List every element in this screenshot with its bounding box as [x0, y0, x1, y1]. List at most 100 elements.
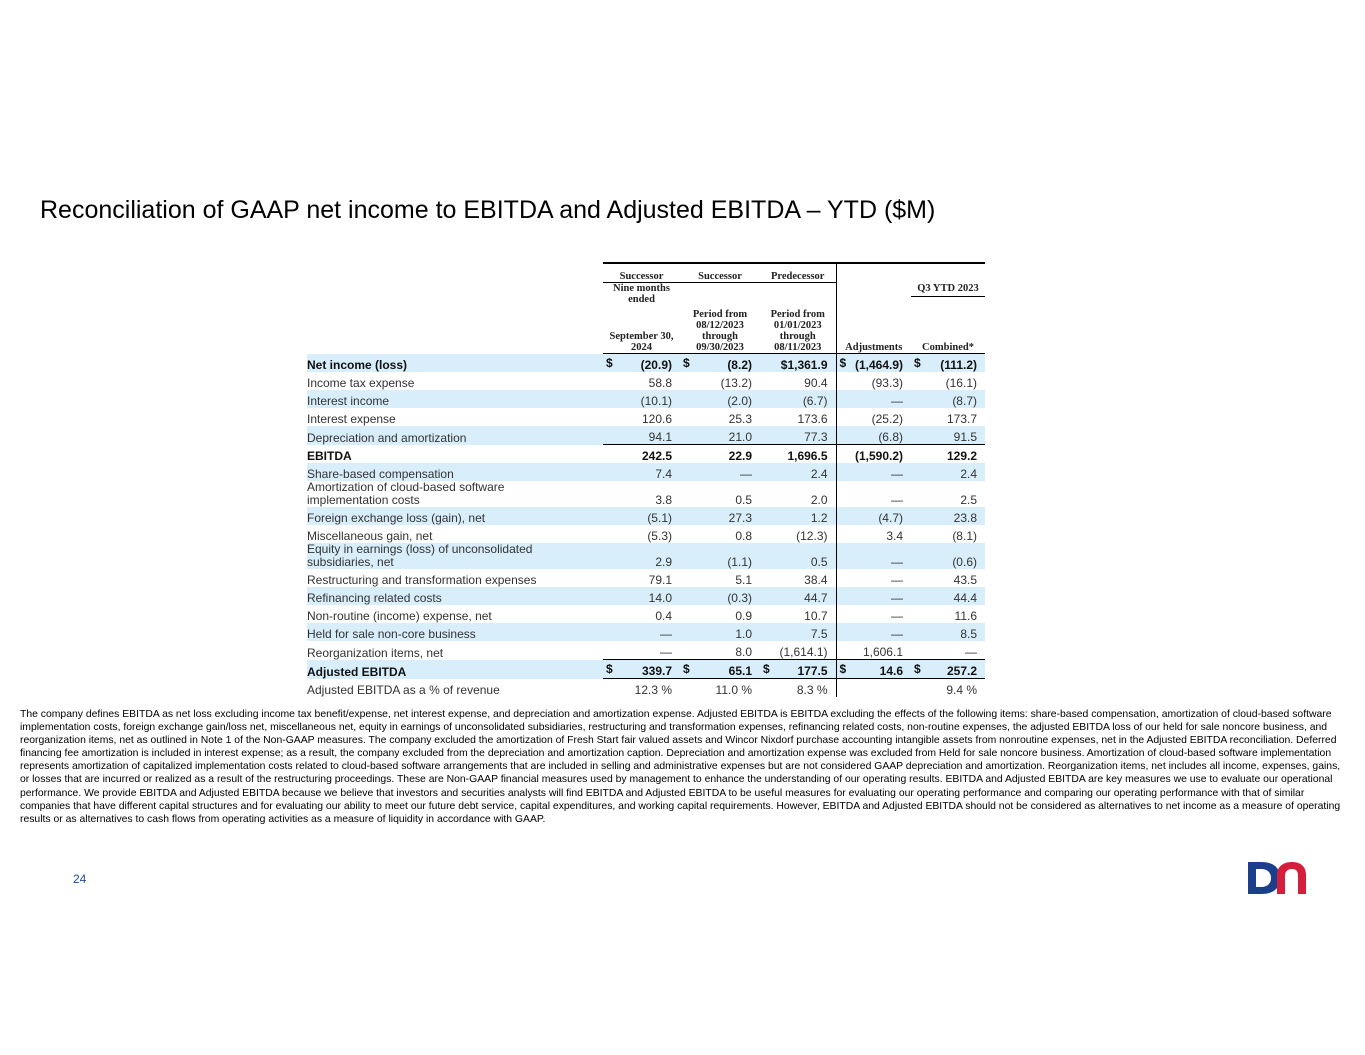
footnote: The company defines EBITDA as net loss e… — [20, 709, 1341, 825]
value-cell: (5.1) — [603, 507, 680, 525]
cell-value: 10.7 — [804, 609, 828, 623]
cell-value: (0.6) — [952, 555, 977, 569]
cell-value: 0.8 — [735, 529, 752, 543]
currency-sign: $ — [839, 356, 847, 370]
currency-sign: $ — [606, 356, 613, 370]
value-cell: $ (1,464.9) — [836, 353, 911, 372]
row-label-cell: Non-routine (income) expense, net — [307, 605, 603, 623]
row-label: Share-based compensation — [307, 467, 454, 481]
group-header-row: Successor Successor Predecessor — [307, 262, 985, 283]
cell-value: (6.8) — [878, 430, 903, 444]
logo-n — [1277, 862, 1306, 894]
value-cell: (10.1) — [603, 390, 680, 408]
cell-value: (93.3) — [871, 376, 903, 390]
cell-value: (111.2) — [940, 358, 977, 372]
cell-value: 90.4 — [804, 376, 828, 390]
cell-value: 120.6 — [641, 412, 672, 426]
value-cell: 11.6 — [911, 605, 985, 623]
row-label: Held for sale non-core business — [307, 627, 476, 641]
value-cell: 0.5 — [760, 543, 837, 569]
cell-value: — — [891, 555, 903, 569]
value-cell: 14.0 — [603, 587, 680, 605]
value-cell — [836, 679, 911, 698]
cell-value: 1,696.5 — [787, 449, 828, 463]
cell-value: 8.0 — [735, 645, 752, 659]
column-header-stack: Adjustments — [837, 283, 912, 353]
row-label-cell: Interest income — [307, 390, 603, 408]
row-label: Interest income — [307, 394, 390, 408]
cell-value: (5.3) — [647, 529, 672, 543]
row-label: Equity in earnings (loss) of unconsolida… — [307, 542, 533, 569]
row-label: EBITDA — [307, 449, 352, 463]
column-header-text: Nine months ended — [613, 283, 670, 305]
cell-value: 2.9 — [655, 555, 672, 569]
table-row: Held for sale non-core business — 1.0 7.5 — 8… — [307, 623, 985, 641]
value-cell: (8.7) — [911, 390, 985, 408]
row-label: Reorganization items, net — [307, 645, 444, 660]
cell-value: 9.4 % — [946, 683, 977, 697]
value-cell: $339.7 — [603, 659, 680, 679]
group-header-text: Successor — [619, 271, 664, 282]
cell-value: (1,590.2) — [854, 449, 903, 463]
cell-value: 1,606.1 — [862, 645, 903, 659]
cell-value: — — [965, 645, 977, 659]
table-row: Interest expense 120.6 25.3 173.6 (25.2) 173.… — [307, 408, 985, 426]
value-cell: $ (8.2) — [680, 353, 760, 372]
value-cell: 79.1 — [603, 569, 680, 587]
value-cell: (25.2) — [836, 408, 911, 426]
value-cell: 38.4 — [760, 569, 837, 587]
value-cell: 7.4 — [603, 463, 680, 481]
value-cell: $ (111.2) — [911, 353, 985, 372]
value-cell: 21.0 — [680, 426, 760, 445]
value-cell: — — [836, 390, 911, 408]
slide-title: Reconciliation of GAAP net income to EBI… — [40, 196, 936, 224]
row-label-cell: Foreign exchange loss (gain), net — [307, 507, 603, 525]
value-cell: 2.0 — [760, 481, 837, 507]
value-cell: 3.8 — [603, 481, 680, 507]
row-label-cell: Refinancing related costs — [307, 587, 603, 605]
column-header: Nine months ended September 30, 2024 — [603, 282, 680, 354]
cell-value: 91.5 — [953, 430, 977, 444]
row-label-cell: Miscellaneous gain, net — [307, 525, 603, 543]
cell-value: — — [891, 394, 903, 408]
cell-value: 25.3 — [728, 412, 752, 426]
value-cell: (5.3) — [603, 525, 680, 543]
cell-value: — — [891, 573, 903, 587]
currency-sign: $ — [683, 356, 690, 370]
value-cell: 120.6 — [603, 408, 680, 426]
table-row: Restructuring and transformation expense… — [307, 569, 985, 587]
value-cell: 242.5 — [603, 444, 680, 463]
table-row: Equity in earnings (loss) of unconsolida… — [307, 543, 985, 569]
value-cell: 2.9 — [603, 543, 680, 569]
value-cell: 5.1 — [680, 569, 760, 587]
cell-value: 339.7 — [641, 664, 672, 678]
cell-value: — — [891, 467, 903, 481]
cell-value: 43.5 — [953, 573, 977, 587]
cell-value: 0.4 — [655, 609, 672, 623]
row-label-cell: Depreciation and amortization — [307, 426, 603, 445]
value-cell: 2.4 — [760, 463, 837, 481]
column-header: Period from 08/12/2023 through 09/30/202… — [680, 282, 760, 354]
cell-value: (1,614.1) — [779, 645, 828, 659]
value-cell: $257.2 — [911, 659, 985, 679]
value-cell: (0.3) — [680, 587, 760, 605]
value-cell: (1,590.2) — [836, 444, 911, 463]
column-header-row: Nine months ended September 30, 2024 Perio… — [307, 282, 985, 354]
row-label: Miscellaneous gain, net — [307, 529, 433, 543]
value-cell: 44.7 — [760, 587, 837, 605]
cell-value: 14.0 — [648, 591, 672, 605]
value-cell: — — [836, 569, 911, 587]
table-row: Non-routine (income) expense, net 0.4 0.9 1… — [307, 605, 985, 623]
column-header-text: Q3 YTD 2023 — [911, 283, 985, 297]
row-label-cell: Equity in earnings (loss) of unconsolida… — [307, 543, 603, 569]
currency-sign: $ — [914, 356, 921, 370]
value-cell: — — [836, 605, 911, 623]
header-spacer — [307, 263, 603, 283]
table-body: Successor Successor Predecessor Nine months… — [307, 262, 985, 698]
value-cell: — — [836, 587, 911, 605]
cell-value: 8.3 % — [796, 683, 828, 697]
row-label-cell: Share-based compensation — [307, 463, 603, 481]
row-label-cell: Adjusted EBITDA as a % of revenue — [307, 679, 603, 698]
column-header-text: Combined* — [922, 342, 974, 353]
cell-value: (16.1) — [945, 376, 977, 390]
